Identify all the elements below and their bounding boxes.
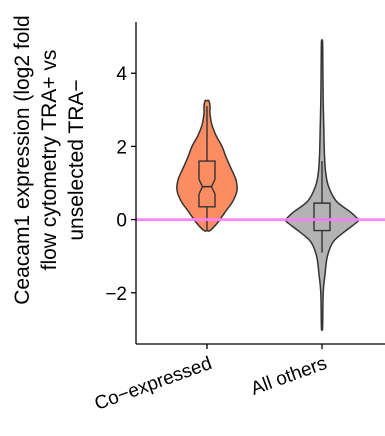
y-tick-label: 2 xyxy=(116,137,127,158)
y-tick-label: 4 xyxy=(116,64,127,85)
x-tick-label: Co−expressed xyxy=(92,353,215,415)
plot-area xyxy=(136,39,385,331)
box xyxy=(313,202,331,232)
y-axis-title-line-3: unselected TRA− xyxy=(65,79,88,240)
y-axis-title-line-2: flow cytometry TRA+ vs xyxy=(38,50,61,271)
violin-co-expressed xyxy=(176,99,238,232)
y-axis-title: Ceacam1 expression (log2 fold flow cytom… xyxy=(11,15,88,305)
y-tick-label: −2 xyxy=(105,284,127,305)
y-axis-title-line-1: Ceacam1 expression (log2 fold xyxy=(11,15,34,305)
box xyxy=(198,160,216,208)
violin-all-others xyxy=(285,39,359,331)
y-tick-label: 0 xyxy=(116,211,127,232)
x-tick-label: All others xyxy=(248,353,330,400)
